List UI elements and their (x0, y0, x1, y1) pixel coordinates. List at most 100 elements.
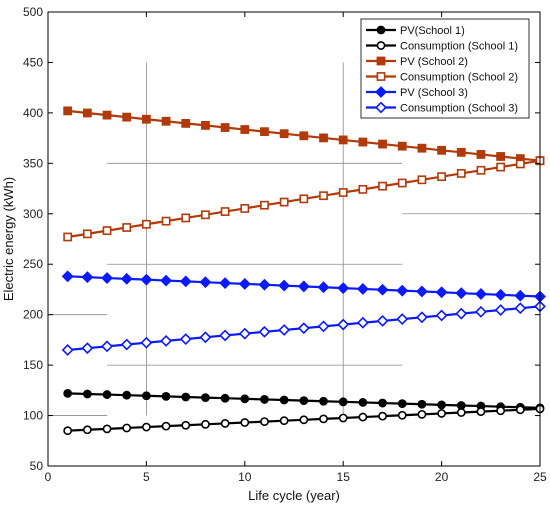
data-point (81, 271, 94, 284)
x-tick-label: 15 (337, 470, 351, 484)
legend-label: Consumption (School 1) (400, 41, 518, 53)
y-tick-label: 200 (23, 308, 43, 322)
data-point (417, 399, 427, 409)
data-point (358, 398, 368, 407)
legend-label: Consumption (School 3) (400, 103, 518, 115)
data-point (161, 421, 171, 431)
legend-item: PV(School 1) (366, 25, 465, 37)
data-point (141, 391, 151, 401)
series-1 (63, 388, 545, 413)
data-point (415, 311, 428, 324)
data-point (122, 112, 132, 122)
data-point (61, 270, 74, 283)
data-point (258, 325, 271, 338)
data-point (120, 272, 133, 285)
data-point (181, 213, 191, 223)
legend-label: Consumption (School 2) (400, 72, 518, 84)
legend-item: Consumption (School 3) (366, 101, 518, 115)
data-point (338, 397, 348, 407)
data-point (160, 334, 173, 347)
data-point (375, 101, 387, 114)
data-point (338, 413, 348, 423)
data-point (279, 416, 289, 426)
data-point (337, 282, 350, 295)
data-point (278, 324, 291, 336)
data-point (475, 305, 487, 318)
data-point (179, 333, 192, 346)
data-point (378, 181, 387, 191)
data-point (240, 204, 250, 213)
x-tick-label: 20 (435, 470, 449, 484)
x-tick-label: 5 (143, 470, 150, 484)
data-point (456, 401, 466, 410)
data-point (299, 396, 309, 406)
data-point (297, 280, 310, 293)
y-tick-label: 400 (23, 106, 43, 120)
data-point (240, 125, 250, 134)
axis-ticks: 0 5 10 15 20 25 50 100 150 200 250 300 350 400 450 500 (23, 5, 547, 484)
legend-label: PV (School 2) (400, 56, 468, 68)
data-point (437, 172, 446, 182)
y-tick-label: 450 (23, 55, 43, 69)
data-point (397, 141, 407, 151)
data-point (201, 419, 210, 429)
data-point (220, 393, 230, 403)
data-point (219, 277, 232, 290)
data-point (219, 329, 232, 342)
data-point (496, 406, 506, 416)
data-point (161, 391, 171, 401)
data-point (319, 133, 328, 143)
y-tick-label: 250 (23, 257, 43, 271)
x-tick-label: 25 (533, 470, 547, 484)
data-point (140, 336, 153, 349)
legend-item: PV (School 2) (366, 56, 468, 68)
data-point (279, 197, 289, 207)
data-point (378, 139, 387, 149)
legend-item: Consumption (School 2) (366, 72, 518, 84)
data-point (515, 159, 525, 169)
data-point (238, 327, 251, 340)
data-point (456, 408, 466, 417)
data-point (82, 389, 92, 399)
series-layer (61, 106, 546, 436)
data-point (376, 283, 389, 296)
data-point (475, 288, 487, 300)
data-point (82, 108, 92, 118)
data-point (358, 184, 368, 194)
data-point (102, 424, 112, 434)
data-point (396, 284, 409, 297)
data-point (397, 410, 407, 420)
data-point (376, 56, 386, 66)
data-point (397, 178, 407, 188)
data-point (260, 200, 269, 210)
legend-item: Consumption (School 1) (366, 41, 518, 53)
data-point (456, 147, 466, 157)
data-point (375, 86, 387, 98)
y-axis-label: Electric energy (kWh) (1, 177, 16, 301)
data-point (494, 304, 507, 316)
data-point (317, 320, 330, 333)
data-point (437, 145, 446, 155)
data-point (240, 394, 250, 404)
data-point (496, 152, 506, 161)
data-point (435, 286, 448, 299)
y-tick-label: 100 (23, 409, 43, 423)
data-point (376, 25, 386, 35)
data-point (317, 281, 330, 294)
legend: PV(School 1) Consumption (School 1) PV (Sc… (360, 18, 530, 119)
data-point (496, 162, 506, 172)
data-point (279, 395, 289, 405)
data-point (417, 175, 427, 185)
data-point (102, 226, 112, 236)
y-tick-label: 50 (30, 459, 44, 473)
data-point (297, 322, 310, 335)
data-point (356, 283, 369, 295)
data-point (181, 392, 191, 402)
series-4 (63, 156, 545, 242)
legend-item: PV (School 3) (366, 86, 468, 99)
data-point (101, 272, 113, 284)
data-point (238, 277, 251, 290)
x-axis-label: Life cycle (year) (248, 488, 340, 503)
data-point (514, 289, 527, 302)
